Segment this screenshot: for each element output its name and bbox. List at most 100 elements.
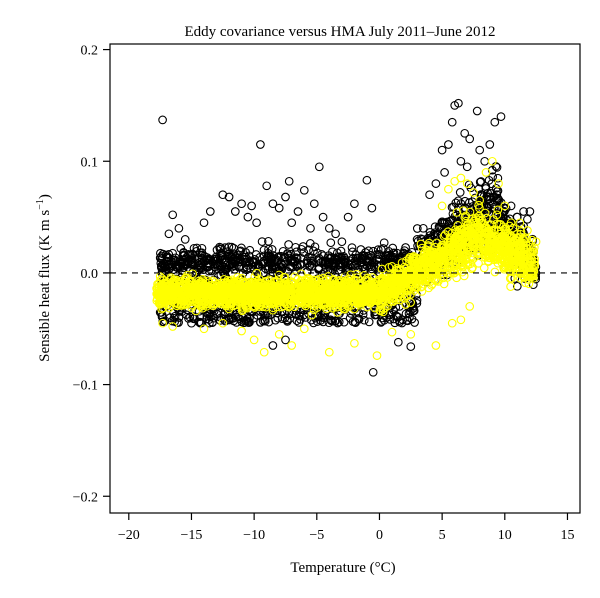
y-tick-label: 0.1	[81, 155, 99, 170]
black-series-point	[326, 238, 336, 248]
yellow-series-point	[271, 281, 281, 291]
yellow-series-point	[496, 219, 505, 229]
yellow-series-point	[354, 287, 364, 297]
yellow-series-point	[474, 200, 484, 210]
yellow-series-point	[519, 269, 529, 279]
yellow-series-point	[517, 247, 527, 257]
yellow-series-point	[457, 236, 467, 245]
black-series-point	[304, 252, 313, 262]
black-series-point	[243, 212, 253, 222]
black-series-point	[348, 253, 358, 263]
black-series-point	[338, 255, 347, 265]
yellow-series-point	[462, 179, 472, 188]
yellow-series-point	[469, 216, 479, 225]
black-series-point	[305, 239, 315, 248]
black-series-point	[375, 250, 385, 260]
yellow-series-point	[508, 264, 518, 273]
yellow-series-point	[506, 238, 516, 248]
yellow-series-point	[166, 275, 176, 284]
yellow-series-point	[210, 299, 219, 309]
black-series-point	[257, 237, 267, 246]
yellow-series-point	[336, 283, 345, 293]
yellow-series-point	[466, 228, 475, 238]
yellow-series-point	[246, 284, 256, 293]
black-series-point	[425, 236, 434, 245]
yellow-series-point	[395, 295, 405, 305]
y-axis-label-superscript: −1	[35, 199, 46, 210]
y-tick-label: −0.2	[73, 490, 98, 505]
yellow-series-point	[178, 296, 188, 306]
x-axis: −20 −15 −10 −5 0 5 10 15	[118, 513, 574, 543]
yellow-series-point	[416, 239, 426, 249]
black-series-point	[481, 184, 491, 193]
black-series-point	[323, 257, 333, 267]
yellow-series-point	[154, 279, 164, 289]
black-series-point	[156, 263, 166, 272]
yellow-series-point	[523, 257, 533, 267]
yellow-series-point	[465, 302, 475, 311]
black-series-point	[235, 261, 245, 271]
yellow-series-point	[531, 237, 541, 247]
yellow-series-point	[153, 290, 163, 300]
black-series-point	[350, 199, 359, 209]
yellow-series-point	[495, 254, 505, 264]
black-series-point	[493, 173, 503, 183]
black-series-point	[195, 312, 205, 322]
yellow-series-point	[377, 264, 387, 274]
black-series-point	[431, 179, 441, 188]
black-series-point	[334, 317, 344, 327]
yellow-series-point	[489, 241, 499, 251]
yellow-series-point	[200, 296, 210, 306]
yellow-series-point	[266, 280, 276, 290]
black-series-point	[354, 314, 364, 324]
yellow-series-point	[506, 282, 515, 291]
black-series-point	[186, 259, 196, 269]
yellow-series-point	[321, 286, 331, 296]
yellow-series-point	[372, 351, 382, 360]
black-series-point	[392, 258, 402, 268]
yellow-series-point	[293, 274, 303, 284]
yellow-series-point	[284, 290, 293, 299]
yellow-series-point	[279, 301, 289, 311]
yellow-series-point	[494, 226, 503, 235]
yellow-series-point	[530, 257, 539, 266]
yellow-series-point	[431, 276, 441, 286]
black-series-point	[177, 258, 187, 267]
x-tick-label: −15	[181, 528, 203, 543]
yellow-series-point	[375, 275, 385, 284]
data-points	[152, 98, 541, 377]
black-series-point	[373, 245, 383, 254]
black-series-point	[359, 315, 369, 325]
black-series-point	[211, 255, 220, 264]
black-series-point	[496, 112, 506, 121]
yellow-series-point	[208, 276, 217, 286]
yellow-series-point	[461, 259, 471, 269]
black-series-point	[418, 223, 428, 233]
yellow-series-point	[484, 228, 494, 238]
black-series-point	[377, 317, 386, 326]
black-series-point	[452, 210, 462, 220]
yellow-series-point	[472, 238, 482, 248]
yellow-series-point	[301, 299, 311, 308]
black-series-point	[292, 254, 302, 263]
yellow-series-point	[414, 275, 424, 285]
yellow-series-point	[180, 275, 190, 285]
black-series-point	[444, 140, 453, 149]
yellow-series-point	[422, 271, 431, 280]
black-series-point	[453, 196, 463, 206]
yellow-series-point	[180, 285, 190, 294]
yellow-series-point	[494, 179, 503, 188]
black-series-point	[224, 192, 234, 202]
yellow-series-point	[439, 279, 449, 289]
yellow-series-point	[350, 338, 359, 348]
yellow-series-point	[192, 289, 201, 299]
black-series-point	[393, 337, 403, 347]
black-series-point	[362, 175, 372, 185]
yellow-series-point	[412, 273, 422, 283]
black-series-point	[492, 163, 502, 172]
yellow-series-point	[192, 280, 201, 290]
black-series-point	[506, 201, 516, 211]
yellow-series-point	[198, 274, 208, 284]
black-series-point	[268, 341, 278, 350]
